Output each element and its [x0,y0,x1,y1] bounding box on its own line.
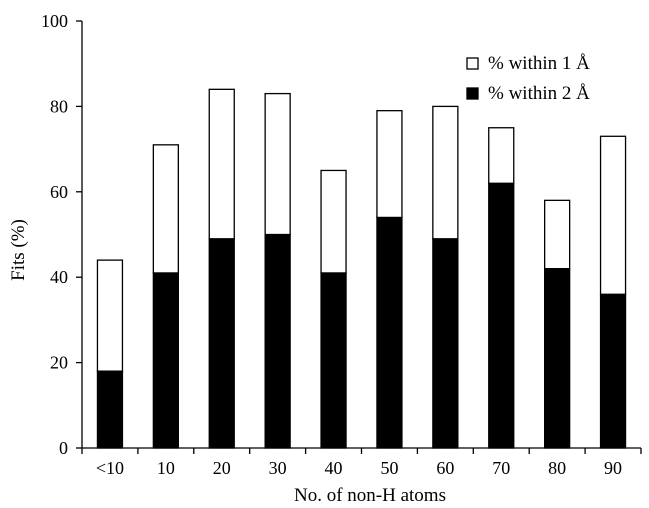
bar-within-1a [432,105,459,240]
x-tick-label: 30 [269,458,287,478]
bar-within-1a [320,169,347,274]
bar-within-2a [432,238,459,449]
bar-within-2a [376,216,403,449]
x-tick-label: <10 [96,458,124,478]
bar-within-1a [376,110,403,219]
legend-swatch-within-2a [466,87,479,100]
bar-within-2a [264,233,291,449]
x-axis-title: No. of non-H atoms [294,485,446,506]
legend-item-within-2a: % within 2 Å [466,83,590,104]
x-tick-label: 20 [213,458,231,478]
bar-within-2a [96,370,124,449]
legend-label-within-1a: % within 1 Å [488,53,590,74]
bar-within-2a [544,268,571,449]
bar-within-1a [96,259,124,372]
y-tick-label: 20 [50,353,68,373]
y-tick-label: 60 [50,182,68,202]
legend: % within 1 Å % within 2 Å [466,53,590,104]
y-tick-label: 0 [59,438,68,458]
x-tick-label: 70 [492,458,510,478]
x-tick-label: 40 [325,458,343,478]
y-tick-label: 80 [50,96,68,116]
x-tick-label: 80 [548,458,566,478]
bar-within-2a [320,272,347,449]
bar-within-1a [208,88,235,240]
y-axis-title: Fits (%) [8,219,29,281]
bar-within-1a [599,135,627,295]
bar-within-1a [152,144,180,274]
x-tick-label: 60 [436,458,454,478]
bar-within-2a [208,238,235,449]
bars [96,88,627,449]
bar-within-1a [488,127,515,184]
x-tick-label: 10 [157,458,175,478]
bar-within-2a [599,293,627,449]
bar-within-1a [544,199,571,270]
y-axis-ticks: 0 20 40 60 80 100 [41,11,82,458]
bar-within-1a [264,92,291,236]
y-tick-label: 100 [41,11,68,31]
x-tick-label: 50 [380,458,398,478]
y-tick-label: 40 [50,267,68,287]
bar-within-2a [152,272,180,449]
x-tick-label: 90 [604,458,622,478]
x-axis-ticks: <10 10 20 30 40 50 60 70 80 90 [81,448,642,478]
legend-swatch-within-1a [466,57,479,70]
legend-label-within-2a: % within 2 Å [488,83,590,104]
bar-within-2a [488,182,515,449]
legend-item-within-1a: % within 1 Å [466,53,590,74]
